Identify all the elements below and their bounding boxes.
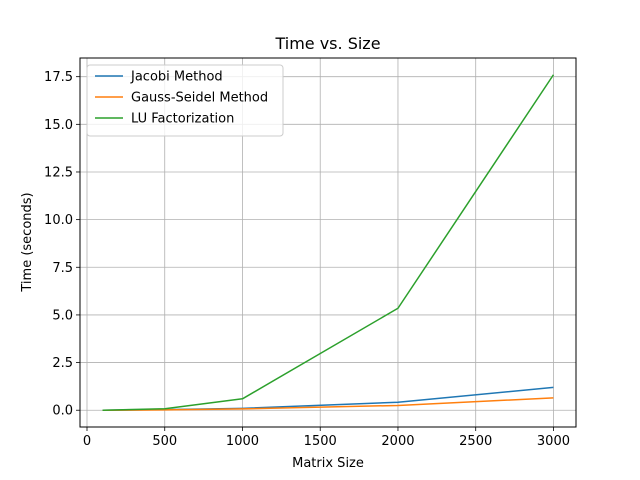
series-layer [102,74,555,411]
series-line [102,397,554,411]
y-axis-label: Time (seconds) [20,192,35,292]
y-tick-label: 7.5 [52,261,73,276]
legend-label: Gauss-Seidel Method [131,91,268,106]
legend-label: Jacobi Method [130,70,223,85]
x-tick-label: 1000 [226,434,259,449]
x-axis-label: Matrix Size [292,456,364,471]
y-tick-label: 10.0 [44,213,73,228]
x-tick-label: 500 [152,434,177,449]
y-tick-label: 0.0 [52,404,73,419]
x-tick-label: 0 [83,434,91,449]
legend: Jacobi Method Gauss-Seidel Method LU Facto… [86,64,284,137]
x-tick-label: 3000 [537,434,570,449]
x-tick-label: 2500 [459,434,492,449]
plot-frame [79,57,577,428]
y-tick-label: 15.0 [44,118,73,133]
legend-label: LU Factorization [131,112,234,127]
series-line [102,74,555,411]
y-tick-label: 12.5 [44,165,73,180]
ticks: 0 500 1000 1500 2000 2500 3000 0.0 2.5 5.0 7.5 10.0… [44,70,570,449]
x-tick-label: 1500 [304,434,337,449]
y-tick-label: 17.5 [44,70,73,85]
y-tick-label: 5.0 [52,308,73,323]
legend-box [86,64,284,137]
y-tick-label: 2.5 [52,356,73,371]
chart-title: Time vs. Size [274,34,380,53]
x-tick-label: 2000 [381,434,414,449]
